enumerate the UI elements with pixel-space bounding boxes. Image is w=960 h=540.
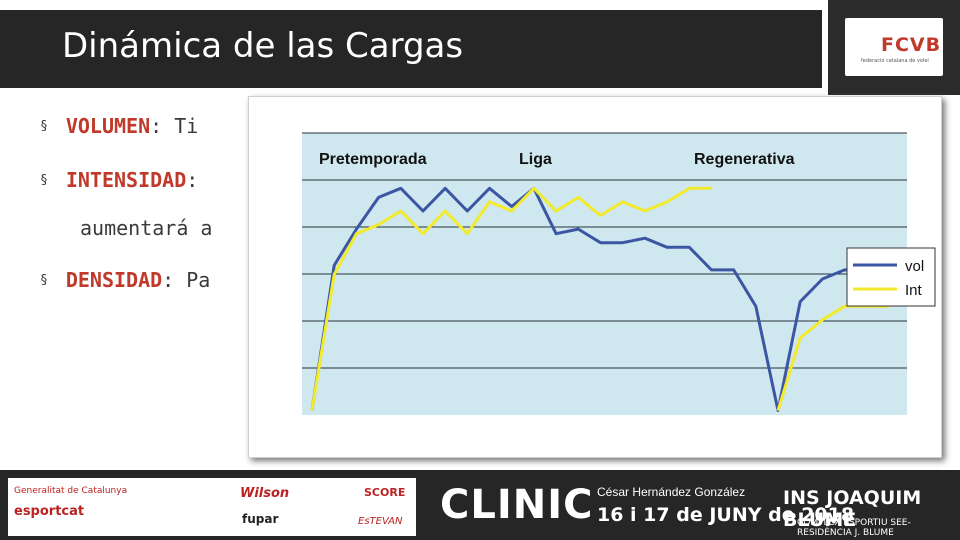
bullet-text: : Pa <box>162 268 211 292</box>
annotation-regenerativa: Regenerativa <box>694 151 795 168</box>
author-name: César Hernández González <box>597 485 746 499</box>
annotation-liga: Liga <box>519 151 552 168</box>
sponsor-fupar: fupar <box>242 512 279 526</box>
fcvb-logo-text: FCVB <box>881 34 942 56</box>
bullet-marker: § <box>40 119 48 134</box>
bullet-volumen: § VOLUMEN: Ti <box>40 114 198 138</box>
logo-box: FCVB federació catalana de volei <box>828 0 960 95</box>
sponsor-score: SCORE <box>364 486 406 499</box>
annotation-pretemporada: Pretemporada <box>319 151 427 168</box>
school-subtitle: COMPLEX ESPORTIU SEE-RESIDÈNCIA J. BLUME <box>797 518 911 538</box>
bullet-marker: § <box>40 173 48 188</box>
bullet-keyword: DENSIDAD <box>65 268 163 292</box>
title-bar <box>0 10 822 88</box>
legend-label-vol: vol <box>905 258 924 275</box>
clinic-label: CLINIC <box>440 482 594 528</box>
sponsor-wilson: Wilson <box>240 486 290 501</box>
bullet-text: : Ti <box>150 114 199 138</box>
sponsor-generalitat: Generalitat de Catalunya <box>14 486 128 496</box>
event-dates: 16 i 17 de JUNY de 2018 <box>597 504 855 526</box>
chart-image: Pretemporada Liga Regenerativa vol Int <box>248 96 942 458</box>
bullet-keyword: VOLUMEN <box>65 114 151 138</box>
bullet-intensidad: § INTENSIDAD: <box>40 168 198 192</box>
sponsor-estevan: EsTEVAN <box>358 516 403 527</box>
bullet-densidad: § DENSIDAD: Pa <box>40 268 210 292</box>
sponsor-esportcat: esportcat <box>14 504 85 519</box>
school-name: INS JOAQUIM BLUME <box>783 487 922 531</box>
fcvb-logo-subtext: federació catalana de volei <box>861 58 929 64</box>
bullet-text: : <box>186 168 199 192</box>
line-chart: Pretemporada Liga Regenerativa vol Int <box>302 132 936 412</box>
series-line-vol <box>310 186 889 412</box>
sponsor-strip: Generalitat de Catalunya esportcat Wilso… <box>8 478 416 536</box>
bullet-continuation: aumentará a <box>80 216 212 240</box>
page-title: Dinámica de las Cargas <box>62 26 464 66</box>
bullet-text: aumentará a <box>80 216 213 240</box>
legend-box <box>846 247 936 307</box>
bullet-keyword: INTENSIDAD <box>65 168 187 192</box>
bullet-marker: § <box>40 273 48 288</box>
fcvb-logo: FCVB federació catalana de volei <box>845 18 943 76</box>
legend-label-int: Int <box>905 282 923 299</box>
